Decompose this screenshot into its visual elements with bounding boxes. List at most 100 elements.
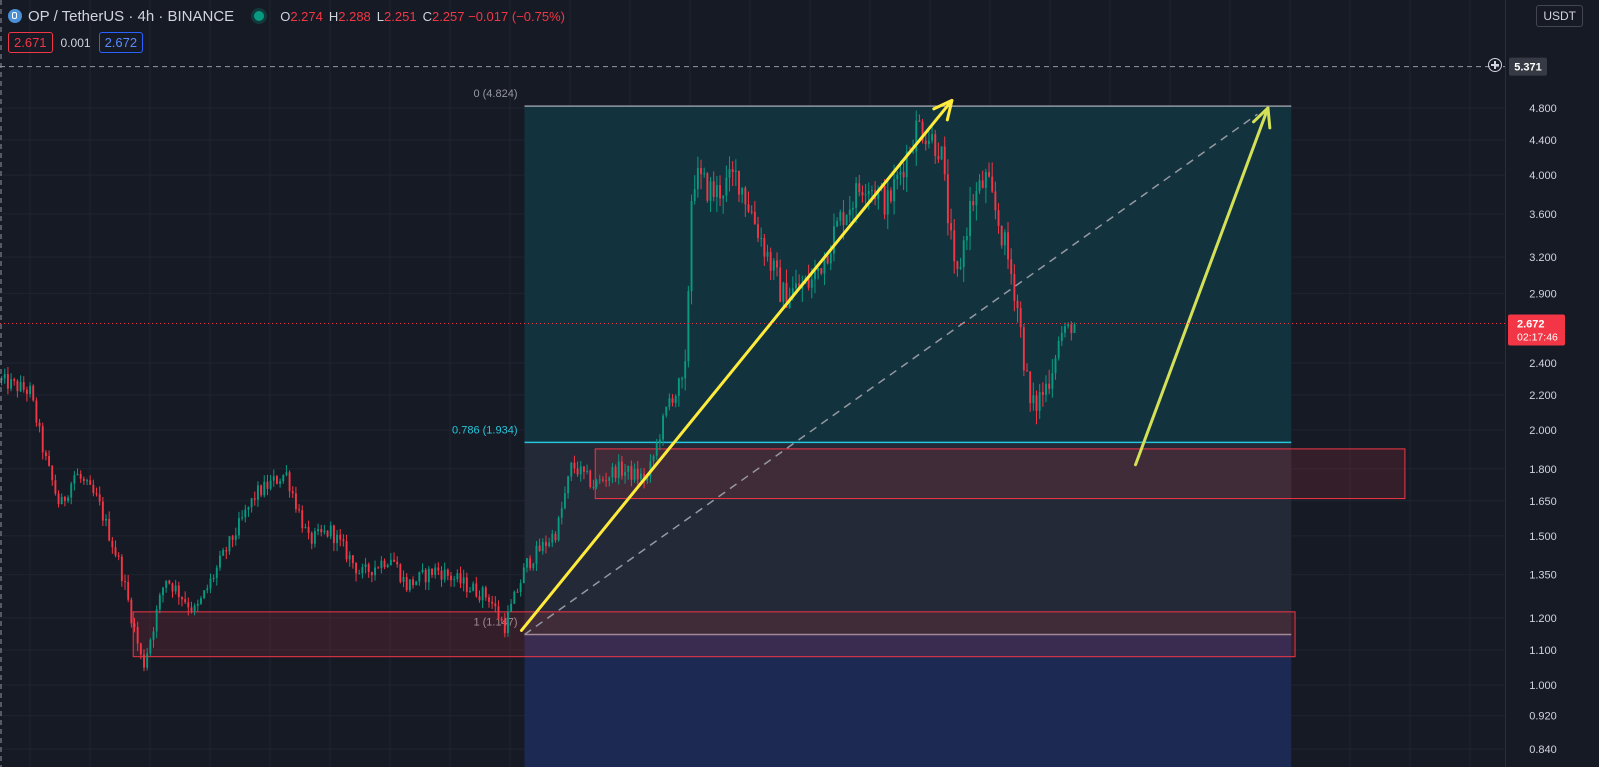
candle-up bbox=[810, 279, 813, 288]
candle-down bbox=[177, 585, 180, 598]
candle-down bbox=[1019, 308, 1022, 328]
candle-up bbox=[76, 473, 79, 476]
candle-down bbox=[450, 575, 452, 581]
candle-up bbox=[965, 236, 968, 241]
candle-down bbox=[934, 134, 937, 156]
candle-up bbox=[427, 568, 430, 583]
candle-up bbox=[899, 172, 902, 175]
candle-up bbox=[234, 535, 237, 540]
candle-down bbox=[298, 509, 301, 511]
candle-up bbox=[209, 578, 212, 589]
candle-up bbox=[418, 572, 421, 582]
candle-down bbox=[82, 478, 85, 481]
price-tick-label: 2.200 bbox=[1529, 390, 1557, 402]
candle-down bbox=[124, 581, 126, 583]
candle-up bbox=[829, 253, 832, 264]
candle-down bbox=[946, 174, 949, 224]
candle-down bbox=[184, 599, 187, 603]
symbol-header: OP / TetherUS · 4h · BINANCE O2.274 H2.2… bbox=[8, 6, 565, 26]
candle-up bbox=[639, 473, 642, 480]
candle-down bbox=[785, 282, 788, 308]
candle-down bbox=[1016, 300, 1019, 309]
buy-price-button[interactable]: 2.672 bbox=[98, 32, 144, 53]
candle-up bbox=[374, 567, 376, 576]
candle-down bbox=[345, 541, 348, 560]
fib-label-1: 1 (1.147) bbox=[473, 617, 517, 629]
candle-up bbox=[595, 480, 598, 487]
spread-value: 0.001 bbox=[60, 35, 91, 50]
candle-down bbox=[950, 223, 953, 231]
candle-up bbox=[408, 579, 411, 591]
candle-up bbox=[222, 549, 225, 556]
candle-down bbox=[712, 181, 715, 198]
sell-price-button[interactable]: 2.671 bbox=[8, 32, 53, 53]
candle-down bbox=[101, 501, 104, 521]
candle-up bbox=[421, 569, 424, 573]
candle-down bbox=[700, 167, 702, 175]
price-tick-label: 1.800 bbox=[1529, 464, 1557, 476]
candle-down bbox=[120, 556, 123, 582]
candle-up bbox=[725, 177, 728, 196]
candle-up bbox=[1051, 373, 1054, 389]
candle-down bbox=[494, 603, 497, 607]
candle-up bbox=[905, 151, 908, 178]
candle-up bbox=[633, 468, 636, 480]
candle-up bbox=[969, 201, 971, 237]
symbol-title[interactable]: OP / TetherUS · 4h · BINANCE bbox=[28, 7, 235, 25]
currency-selector[interactable]: USDT bbox=[1536, 5, 1583, 27]
candle-up bbox=[1073, 324, 1076, 334]
candle-up bbox=[456, 573, 459, 580]
candle-down bbox=[355, 563, 358, 574]
candle-up bbox=[665, 406, 668, 416]
price-tick-label: 1.500 bbox=[1529, 531, 1557, 543]
candle-down bbox=[291, 491, 294, 494]
candle-up bbox=[617, 461, 620, 478]
last-price-badge bbox=[1508, 314, 1565, 346]
candle-up bbox=[402, 576, 405, 582]
candle-down bbox=[972, 201, 975, 206]
candle-down bbox=[937, 155, 940, 160]
candle-down bbox=[529, 558, 532, 568]
candle-down bbox=[399, 564, 402, 582]
candle-down bbox=[405, 576, 408, 591]
candle-down bbox=[38, 422, 41, 427]
candle-down bbox=[370, 571, 373, 576]
candle-down bbox=[136, 626, 139, 644]
price-tick-label: 3.600 bbox=[1529, 209, 1557, 221]
candle-down bbox=[601, 479, 604, 481]
candle-up bbox=[557, 517, 560, 541]
candle-up bbox=[984, 172, 987, 188]
candle-down bbox=[275, 476, 278, 484]
add-alert-plus-icon[interactable] bbox=[1488, 58, 1502, 72]
candle-up bbox=[668, 398, 671, 407]
candle-down bbox=[41, 426, 44, 453]
candle-up bbox=[864, 194, 867, 196]
open-value: 2.274 bbox=[290, 8, 323, 24]
candle-up bbox=[734, 170, 737, 173]
candle-up bbox=[358, 573, 361, 575]
candle-down bbox=[459, 573, 462, 584]
price-tick-label: 0.840 bbox=[1529, 744, 1557, 756]
candle-down bbox=[22, 382, 25, 390]
candle-up bbox=[563, 493, 566, 509]
candle-down bbox=[79, 473, 82, 479]
candle-up bbox=[817, 268, 820, 272]
candle-up bbox=[839, 212, 842, 221]
candle-down bbox=[446, 569, 449, 576]
candle-up bbox=[927, 140, 930, 145]
candle-down bbox=[181, 597, 183, 600]
candle-down bbox=[554, 533, 557, 541]
countdown-label: 02:17:46 bbox=[1517, 331, 1558, 343]
candle-down bbox=[383, 560, 386, 568]
price-tick-label: 4.800 bbox=[1529, 103, 1557, 115]
candle-up bbox=[823, 255, 826, 274]
candle-up bbox=[380, 560, 383, 568]
candle-up bbox=[870, 190, 873, 192]
candle-up bbox=[415, 581, 418, 586]
candle-up bbox=[73, 475, 76, 484]
candle-up bbox=[867, 191, 870, 195]
price-tick-label: 1.000 bbox=[1529, 680, 1557, 692]
candle-up bbox=[348, 555, 351, 560]
candle-up bbox=[851, 207, 854, 210]
